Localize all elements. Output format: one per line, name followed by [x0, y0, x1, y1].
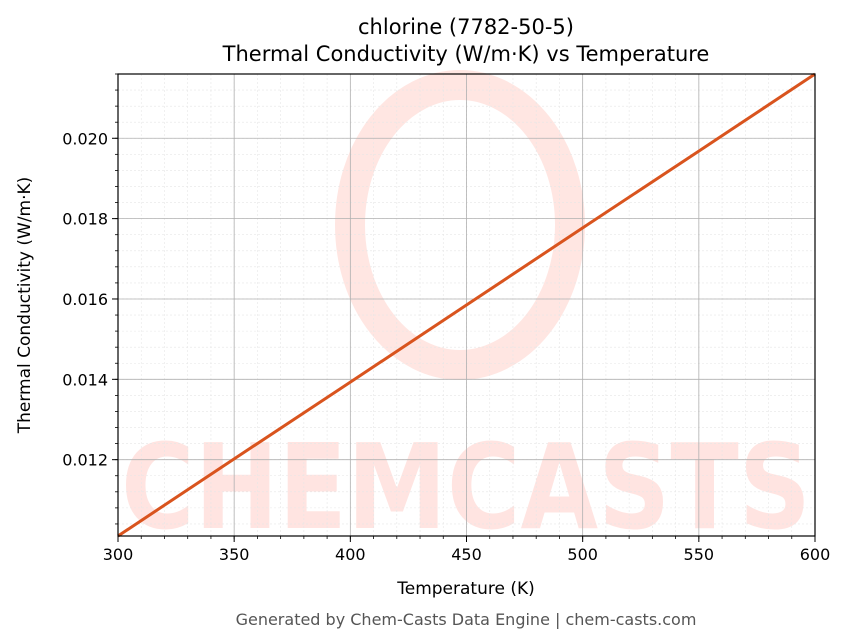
x-tick-label: 300 — [103, 545, 134, 564]
x-tick-label: 450 — [451, 545, 482, 564]
x-tick-label: 400 — [335, 545, 366, 564]
chart-title: chlorine (7782-50-5) — [358, 15, 574, 39]
y-tick-label: 0.020 — [62, 129, 108, 148]
y-tick-label: 0.014 — [62, 370, 108, 389]
watermark-text: CHEMCASTS — [121, 418, 811, 556]
chart-subtitle: Thermal Conductivity (W/m·K) vs Temperat… — [222, 42, 710, 66]
y-tick-label: 0.018 — [62, 210, 108, 229]
x-axis-label: Temperature (K) — [396, 579, 535, 599]
y-axis-ticks: 0.012 0.014 0.016 0.018 0.020 — [62, 73, 118, 525]
footer-credit: Generated by Chem-Casts Data Engine | ch… — [236, 610, 697, 629]
y-axis-label: Thermal Conductivity (W/m·K) — [15, 177, 35, 435]
x-tick-label: 350 — [219, 545, 250, 564]
x-tick-label: 500 — [567, 545, 598, 564]
y-tick-label: 0.012 — [62, 451, 108, 470]
watermark-ring — [335, 70, 585, 380]
series-layer — [117, 72, 816, 538]
y-tick-label: 0.016 — [62, 290, 108, 309]
watermark: CHEMCASTS — [121, 70, 811, 556]
series-line — [117, 72, 816, 538]
x-tick-label: 550 — [684, 545, 715, 564]
x-tick-label: 600 — [800, 545, 831, 564]
x-axis-ticks: 300 350 400 450 500 550 600 — [103, 536, 831, 564]
